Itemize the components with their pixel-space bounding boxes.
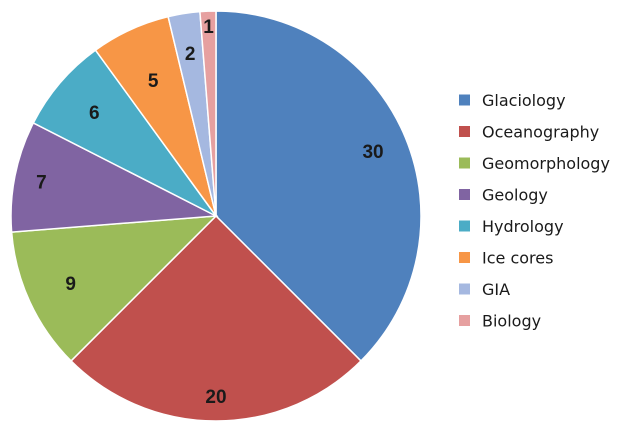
pie-slice-geology bbox=[10, 121, 219, 233]
legend-swatch-glaciology bbox=[459, 94, 470, 106]
pie-slice-geomorphology bbox=[10, 215, 218, 363]
legend-label-gia: GIA bbox=[482, 280, 510, 299]
legend-label-hydrology: Hydrology bbox=[482, 217, 564, 236]
pie-slice-biology bbox=[199, 10, 217, 217]
legend-swatch-biology bbox=[459, 315, 470, 326]
legend-label-geology: Geology bbox=[482, 186, 548, 205]
legend-swatch-geology bbox=[459, 189, 470, 200]
data-label-glaciology: 30 bbox=[362, 142, 383, 163]
legend-swatch-oceanography bbox=[459, 126, 470, 137]
legend-label-biology: Biology bbox=[482, 312, 541, 331]
legend: Glaciology Oceanography Geomorphology Geolo… bbox=[459, 91, 610, 331]
data-label-biology: 1 bbox=[203, 17, 214, 38]
legend-label-ice-cores: Ice cores bbox=[482, 249, 553, 268]
legend-swatch-gia bbox=[459, 283, 470, 295]
pie-slice-oceanography bbox=[69, 214, 363, 422]
pie-slices bbox=[10, 10, 422, 422]
data-label-geomorphology: 9 bbox=[65, 274, 76, 295]
legend-swatch-hydrology bbox=[459, 220, 470, 232]
data-label-geology: 7 bbox=[36, 172, 47, 193]
legend-label-geomorphology: Geomorphology bbox=[482, 154, 610, 173]
pie-slice-glaciology bbox=[215, 10, 422, 363]
legend-label-glaciology: Glaciology bbox=[482, 91, 566, 110]
data-label-ice-cores: 5 bbox=[148, 71, 159, 92]
legend-swatch-geomorphology bbox=[459, 157, 470, 169]
pie-data-labels: 30 20 9 7 6 5 21 bbox=[36, 17, 383, 408]
data-label-gia: 2 bbox=[185, 44, 196, 65]
pie-slice-hydrology bbox=[32, 49, 217, 217]
data-label-hydrology: 6 bbox=[89, 103, 100, 124]
legend-label-oceanography: Oceanography bbox=[482, 123, 599, 142]
legend-swatch-ice-cores bbox=[459, 252, 470, 263]
data-label-oceanography: 20 bbox=[205, 387, 226, 408]
